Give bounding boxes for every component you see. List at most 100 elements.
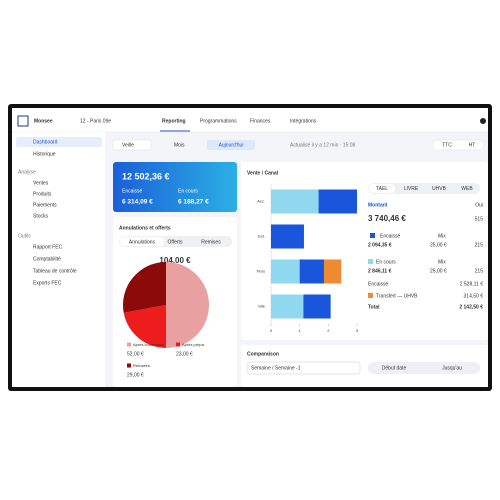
legend-swatch	[127, 363, 131, 368]
nav-tab[interactable]: Programmations	[200, 118, 237, 124]
legend-label: Après commande	[133, 342, 165, 347]
sidebar-item[interactable]: Rapport FEC	[33, 244, 63, 250]
y-tick-label: Acc.	[257, 199, 265, 204]
avatar[interactable]	[480, 118, 486, 124]
pie-slice	[166, 262, 209, 348]
y-tick-label: Tiers	[256, 269, 265, 274]
tab-active[interactable]	[369, 184, 395, 193]
sidebar-item[interactable]: Produits	[33, 191, 52, 197]
nav-tab[interactable]: Reporting	[162, 118, 186, 124]
detail-link[interactable]: Oui	[475, 202, 483, 208]
filter-button[interactable]	[112, 139, 152, 151]
row-mode: Mix	[438, 259, 446, 265]
total-label: Total	[368, 304, 380, 310]
nav-tab[interactable]: Intégrations	[290, 118, 317, 124]
bar-segment	[271, 259, 300, 284]
date-button[interactable]: Début date	[382, 365, 407, 371]
legend-swatch	[176, 342, 180, 347]
x-tick-label: 2	[327, 328, 330, 333]
active-item-bg	[16, 137, 102, 147]
filter-option[interactable]: Mois	[174, 142, 185, 148]
venue[interactable]: 12 - Paris 09e	[80, 118, 111, 124]
bar-segment	[299, 259, 325, 284]
x-tick-label: 3	[356, 328, 359, 333]
summary-value: 6 188,27 €	[178, 199, 209, 206]
mode-toggle[interactable]	[431, 139, 485, 151]
total-value: 314,50 €	[464, 293, 484, 299]
row-label: En cours	[376, 259, 396, 265]
top-nav	[12, 108, 488, 132]
tab[interactable]: Offerts	[168, 239, 183, 245]
x-tick-label: 0	[270, 328, 273, 333]
period[interactable]: Semaine / Semaine -1	[251, 365, 301, 371]
tab[interactable]: LIVRE	[404, 186, 419, 192]
legend-swatch	[368, 293, 373, 298]
filter-active[interactable]	[207, 140, 255, 150]
sidebar-item[interactable]: Stocks	[33, 213, 49, 219]
summary-total: 12 502,36 €	[122, 171, 170, 181]
row-amount: 2 846,11 €	[368, 268, 392, 274]
legend-label: Refusées	[133, 363, 150, 368]
detail-tabs	[368, 183, 480, 194]
x-tick-label: 1	[299, 328, 302, 333]
total-value: 2 528,11 €	[460, 281, 483, 287]
legend-value: 29,00 €	[127, 372, 144, 378]
sidebar-item[interactable]: Tableau de contrôle	[33, 268, 77, 274]
bar-segment	[271, 224, 304, 249]
sidebar-item[interactable]: Paiements	[33, 202, 57, 208]
tab[interactable]: TAEL	[376, 186, 388, 192]
comparison-card	[241, 345, 488, 387]
sidebar-item[interactable]: Historique	[33, 151, 56, 157]
legend-swatch	[368, 259, 373, 264]
total-value: 2 142,50 €	[459, 304, 483, 310]
sidebar-item[interactable]: Exports FEC	[33, 280, 62, 286]
filter-option[interactable]: Veille	[122, 142, 134, 148]
row-count: 215	[475, 242, 484, 248]
legend-value: 52,00 €	[127, 351, 144, 357]
sidebar-item[interactable]: Dashboard	[33, 139, 58, 145]
bar-chart: 0 1 2 3 Acc. Ext. Tiers Site	[256, 184, 359, 333]
legend-swatch	[127, 342, 131, 347]
tab[interactable]: UHVB	[432, 186, 447, 192]
row-mode: Mix	[438, 233, 446, 239]
card-title: Comparaison	[247, 351, 279, 357]
y-tick-label: Ext.	[258, 234, 265, 239]
tab[interactable]: Annulations	[129, 239, 156, 245]
detail-count: 515	[475, 216, 484, 222]
summary-label: Encaissé	[122, 188, 143, 194]
logo	[17, 115, 29, 127]
period-select[interactable]	[246, 361, 361, 375]
date-button[interactable]: Jusqu'au	[442, 365, 462, 371]
mode[interactable]: TTC	[442, 142, 452, 148]
row-amount: 2 094,35 €	[368, 242, 392, 248]
row-sub: 25,00 €	[430, 268, 447, 274]
legend-label: Après prépa.	[182, 342, 205, 347]
tab[interactable]: WEB	[461, 186, 473, 192]
sidebar-item[interactable]: Comptabilité	[33, 256, 61, 262]
y-tick-label: Site	[258, 304, 266, 309]
total-label: Transfert — UHVB	[376, 293, 418, 299]
pie-chart: Après commande 52,00 € Après prépa. 23,00 €…	[122, 262, 209, 378]
bar-segment	[318, 189, 357, 214]
row-label: Encaissé	[380, 233, 401, 239]
legend-value: 23,00 €	[176, 351, 193, 357]
tab[interactable]: Remises	[201, 239, 221, 245]
card-title: Annulations et offerts	[119, 225, 171, 231]
bar-segment	[271, 189, 319, 214]
nav-tab[interactable]: Finances	[250, 118, 271, 124]
sidebar-item[interactable]: Ventes	[33, 180, 49, 186]
row-count: 215	[475, 268, 484, 274]
brand: Monsee	[34, 118, 53, 124]
filter-option[interactable]: Aujourd'hui	[219, 142, 244, 148]
status: Actualisé il y a 12 min · 15:08	[290, 142, 356, 148]
summary-value: 6 314,09 €	[122, 199, 153, 206]
date-toggle	[368, 362, 480, 374]
legend-swatch	[370, 233, 375, 238]
sidebar	[12, 132, 105, 387]
mode[interactable]: HT	[469, 142, 476, 148]
cancellations-total: 104,00 €	[159, 256, 191, 265]
tab-active[interactable]	[120, 237, 164, 246]
detail-amount: 3 740,46 €	[368, 214, 406, 223]
summary-card	[113, 162, 237, 212]
